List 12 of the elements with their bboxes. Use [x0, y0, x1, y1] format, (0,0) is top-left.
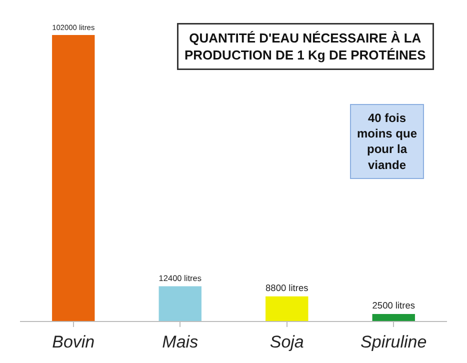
- bar: [372, 314, 415, 321]
- x-tick-label: Soja: [270, 332, 304, 352]
- x-tick-label: Spiruline: [360, 332, 427, 352]
- x-tick-label: Mais: [162, 332, 199, 352]
- data-label: 2500 litres: [372, 300, 416, 311]
- bar: [266, 296, 308, 321]
- chart-title: QUANTITÉ D'EAU NÉCESSAIRE À LA PRODUCTION DE 1 Kg DE PROTÉINES: [184, 30, 426, 62]
- bar: [158, 286, 202, 321]
- bar: [52, 35, 95, 321]
- annotation: 40 fois moins que pour la viande: [357, 111, 418, 172]
- data-label: 8800 litres: [266, 283, 309, 294]
- x-tick-label: Bovin: [52, 332, 95, 352]
